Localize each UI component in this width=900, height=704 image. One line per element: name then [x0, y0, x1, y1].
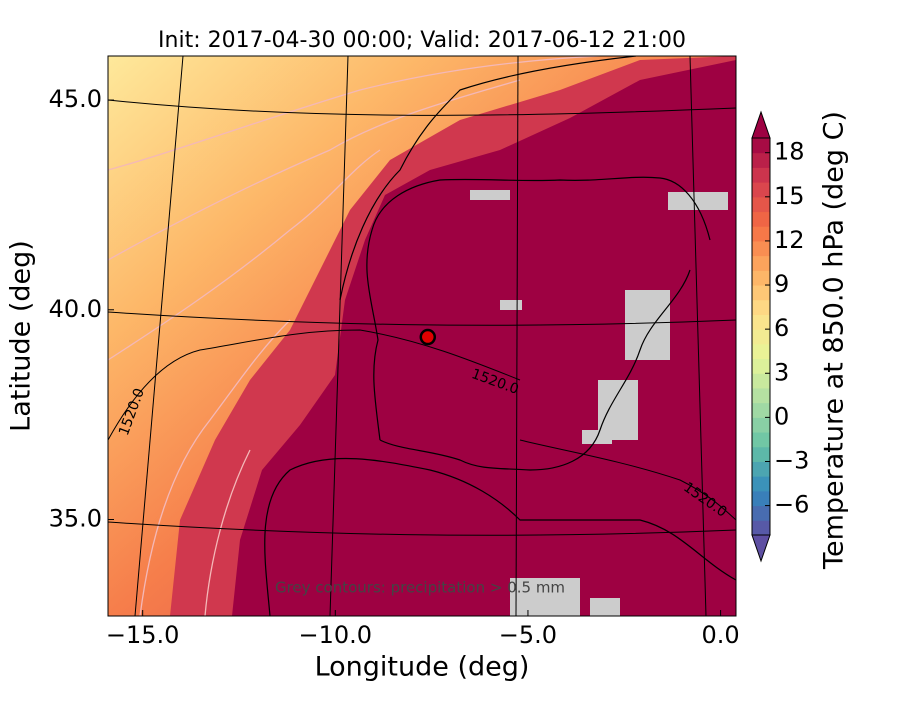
colorbar-segment	[752, 432, 770, 448]
colorbar-tick-label: 15	[774, 182, 805, 210]
y-tick-label: 35.0	[49, 505, 102, 533]
colorbar-tick-label: −3	[774, 446, 809, 474]
chart-title: Init: 2017-04-30 00:00; Valid: 2017-06-1…	[158, 28, 686, 53]
colorbar-segment	[752, 226, 770, 242]
colorbar-segment	[752, 270, 770, 286]
colorbar-segment	[752, 314, 770, 330]
graticule	[108, 56, 736, 616]
colorbar-segment	[752, 373, 770, 389]
colorbar-segment	[752, 211, 770, 227]
x-tick-label: −5.0	[499, 621, 557, 649]
colorbar-segment	[752, 520, 770, 536]
colorbar-segment	[752, 285, 770, 301]
x-tick-label: −15.0	[106, 621, 180, 649]
colorbar-extend-bottom	[751, 534, 771, 563]
colorbar-label: Temperature at 850.0 hPa (deg C)	[819, 111, 850, 570]
plot-frame	[107, 55, 737, 617]
colorbar-segment	[752, 402, 770, 418]
colorbar-segment	[752, 387, 770, 404]
colorbar-segment	[752, 461, 770, 477]
map-area	[108, 56, 736, 616]
colorbar-segment	[752, 152, 770, 168]
colorbar-segment	[752, 417, 770, 433]
geopotential-contours	[108, 329, 736, 521]
warm-region	[232, 60, 736, 616]
precipitation-areas	[470, 190, 728, 616]
colorbar-tick-label: 6	[774, 314, 789, 342]
colorbar-segment	[752, 138, 770, 154]
x-axis-label: Longitude (deg)	[315, 652, 530, 683]
colorbar-segment	[752, 182, 770, 198]
location-marker	[419, 328, 437, 346]
y-tick-label: 40.0	[49, 295, 102, 323]
colorbar-tick-label: −6	[774, 491, 809, 519]
colorbar-segment	[752, 476, 770, 492]
x-tick-label: −10.0	[299, 621, 373, 649]
colorbar-tick-label: 18	[774, 138, 805, 166]
colorbar-tick-label: 3	[774, 358, 789, 386]
colorbar-extend-top	[751, 110, 771, 139]
colorbar-tick-label: 0	[774, 402, 789, 430]
colorbar-segment	[752, 299, 770, 315]
colorbar-segment	[752, 240, 770, 257]
coastlines	[264, 56, 736, 616]
x-tick-label: 0.0	[702, 621, 740, 649]
colorbar-segment	[752, 343, 770, 360]
colorbar-segment	[752, 196, 770, 213]
colorbar-frame	[751, 137, 771, 536]
colorbar-segment	[752, 446, 770, 462]
temperature-contours	[108, 56, 601, 616]
y-axis-label: Latitude (deg)	[6, 240, 37, 432]
colorbar-tick-label: 12	[774, 226, 805, 254]
colorbar-segment	[752, 255, 770, 271]
colorbar-segment	[752, 167, 770, 183]
colorbar-segment	[752, 329, 770, 345]
colorbar-tick-label: 9	[774, 270, 789, 298]
colorbar-segment	[752, 490, 770, 507]
y-tick-label: 45.0	[49, 85, 102, 113]
colorbar-segment	[752, 505, 770, 521]
annotation: Grey contours: precipitation > 0.5 mm	[275, 579, 565, 597]
colorbar-segment	[752, 358, 770, 374]
